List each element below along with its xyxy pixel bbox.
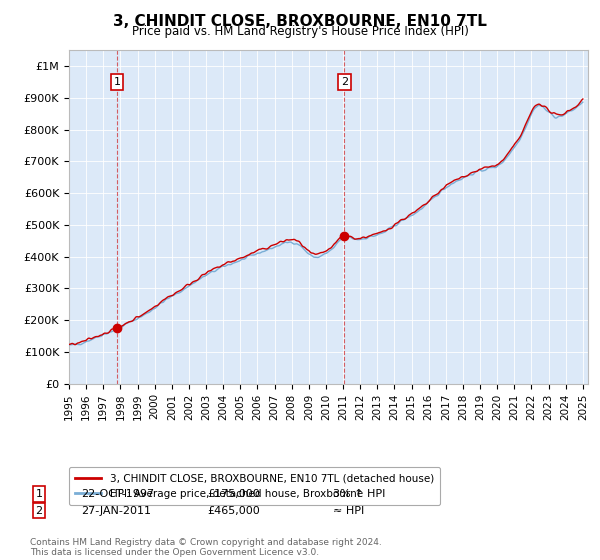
Text: 22-OCT-1997: 22-OCT-1997 xyxy=(81,489,154,499)
Text: 2: 2 xyxy=(35,506,43,516)
Text: Price paid vs. HM Land Registry's House Price Index (HPI): Price paid vs. HM Land Registry's House … xyxy=(131,25,469,38)
Legend: 3, CHINDIT CLOSE, BROXBOURNE, EN10 7TL (detached house), HPI: Average price, det: 3, CHINDIT CLOSE, BROXBOURNE, EN10 7TL (… xyxy=(69,467,440,505)
Text: 1: 1 xyxy=(35,489,43,499)
Text: £465,000: £465,000 xyxy=(207,506,260,516)
Text: £175,000: £175,000 xyxy=(207,489,260,499)
Text: 3% ↑ HPI: 3% ↑ HPI xyxy=(333,489,385,499)
Text: 3, CHINDIT CLOSE, BROXBOURNE, EN10 7TL: 3, CHINDIT CLOSE, BROXBOURNE, EN10 7TL xyxy=(113,14,487,29)
Text: ≈ HPI: ≈ HPI xyxy=(333,506,364,516)
Text: Contains HM Land Registry data © Crown copyright and database right 2024.
This d: Contains HM Land Registry data © Crown c… xyxy=(30,538,382,557)
Text: 1: 1 xyxy=(113,77,121,87)
Text: 2: 2 xyxy=(341,77,348,87)
Text: 27-JAN-2011: 27-JAN-2011 xyxy=(81,506,151,516)
